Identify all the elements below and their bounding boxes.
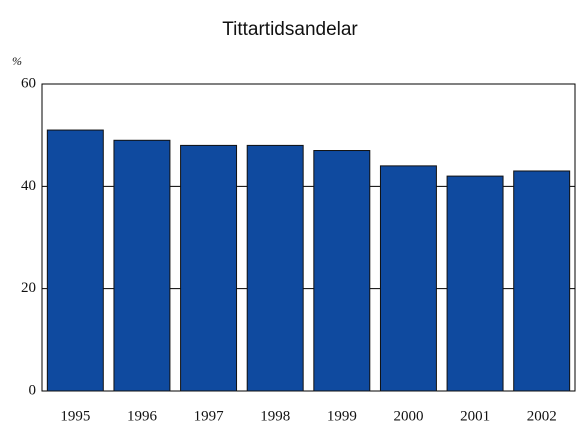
x-tick-label: 1995	[60, 408, 90, 423]
y-tick-label: 60	[21, 75, 36, 91]
x-tick-label: 1997	[194, 408, 225, 423]
bar	[379, 165, 437, 392]
x-tick-label: 1999	[327, 408, 357, 423]
x-tick-label: 1998	[260, 408, 290, 423]
bar	[446, 175, 504, 392]
bar	[246, 144, 304, 392]
y-axis-unit: %	[12, 54, 22, 68]
bar	[180, 144, 238, 392]
bar	[46, 129, 104, 392]
y-tick-label: 0	[29, 382, 37, 398]
bar	[513, 170, 571, 392]
chart-title: Tittartidsandelar	[222, 19, 358, 40]
y-tick-label: 40	[21, 178, 36, 194]
y-tick-label: 20	[21, 280, 36, 296]
x-tick-label: 2000	[393, 408, 423, 423]
x-tick-label: 1996	[127, 408, 158, 423]
bar	[113, 139, 171, 392]
x-tick-label: 2001	[460, 408, 490, 423]
bar	[313, 150, 371, 392]
x-tick-label: 2002	[527, 408, 557, 423]
